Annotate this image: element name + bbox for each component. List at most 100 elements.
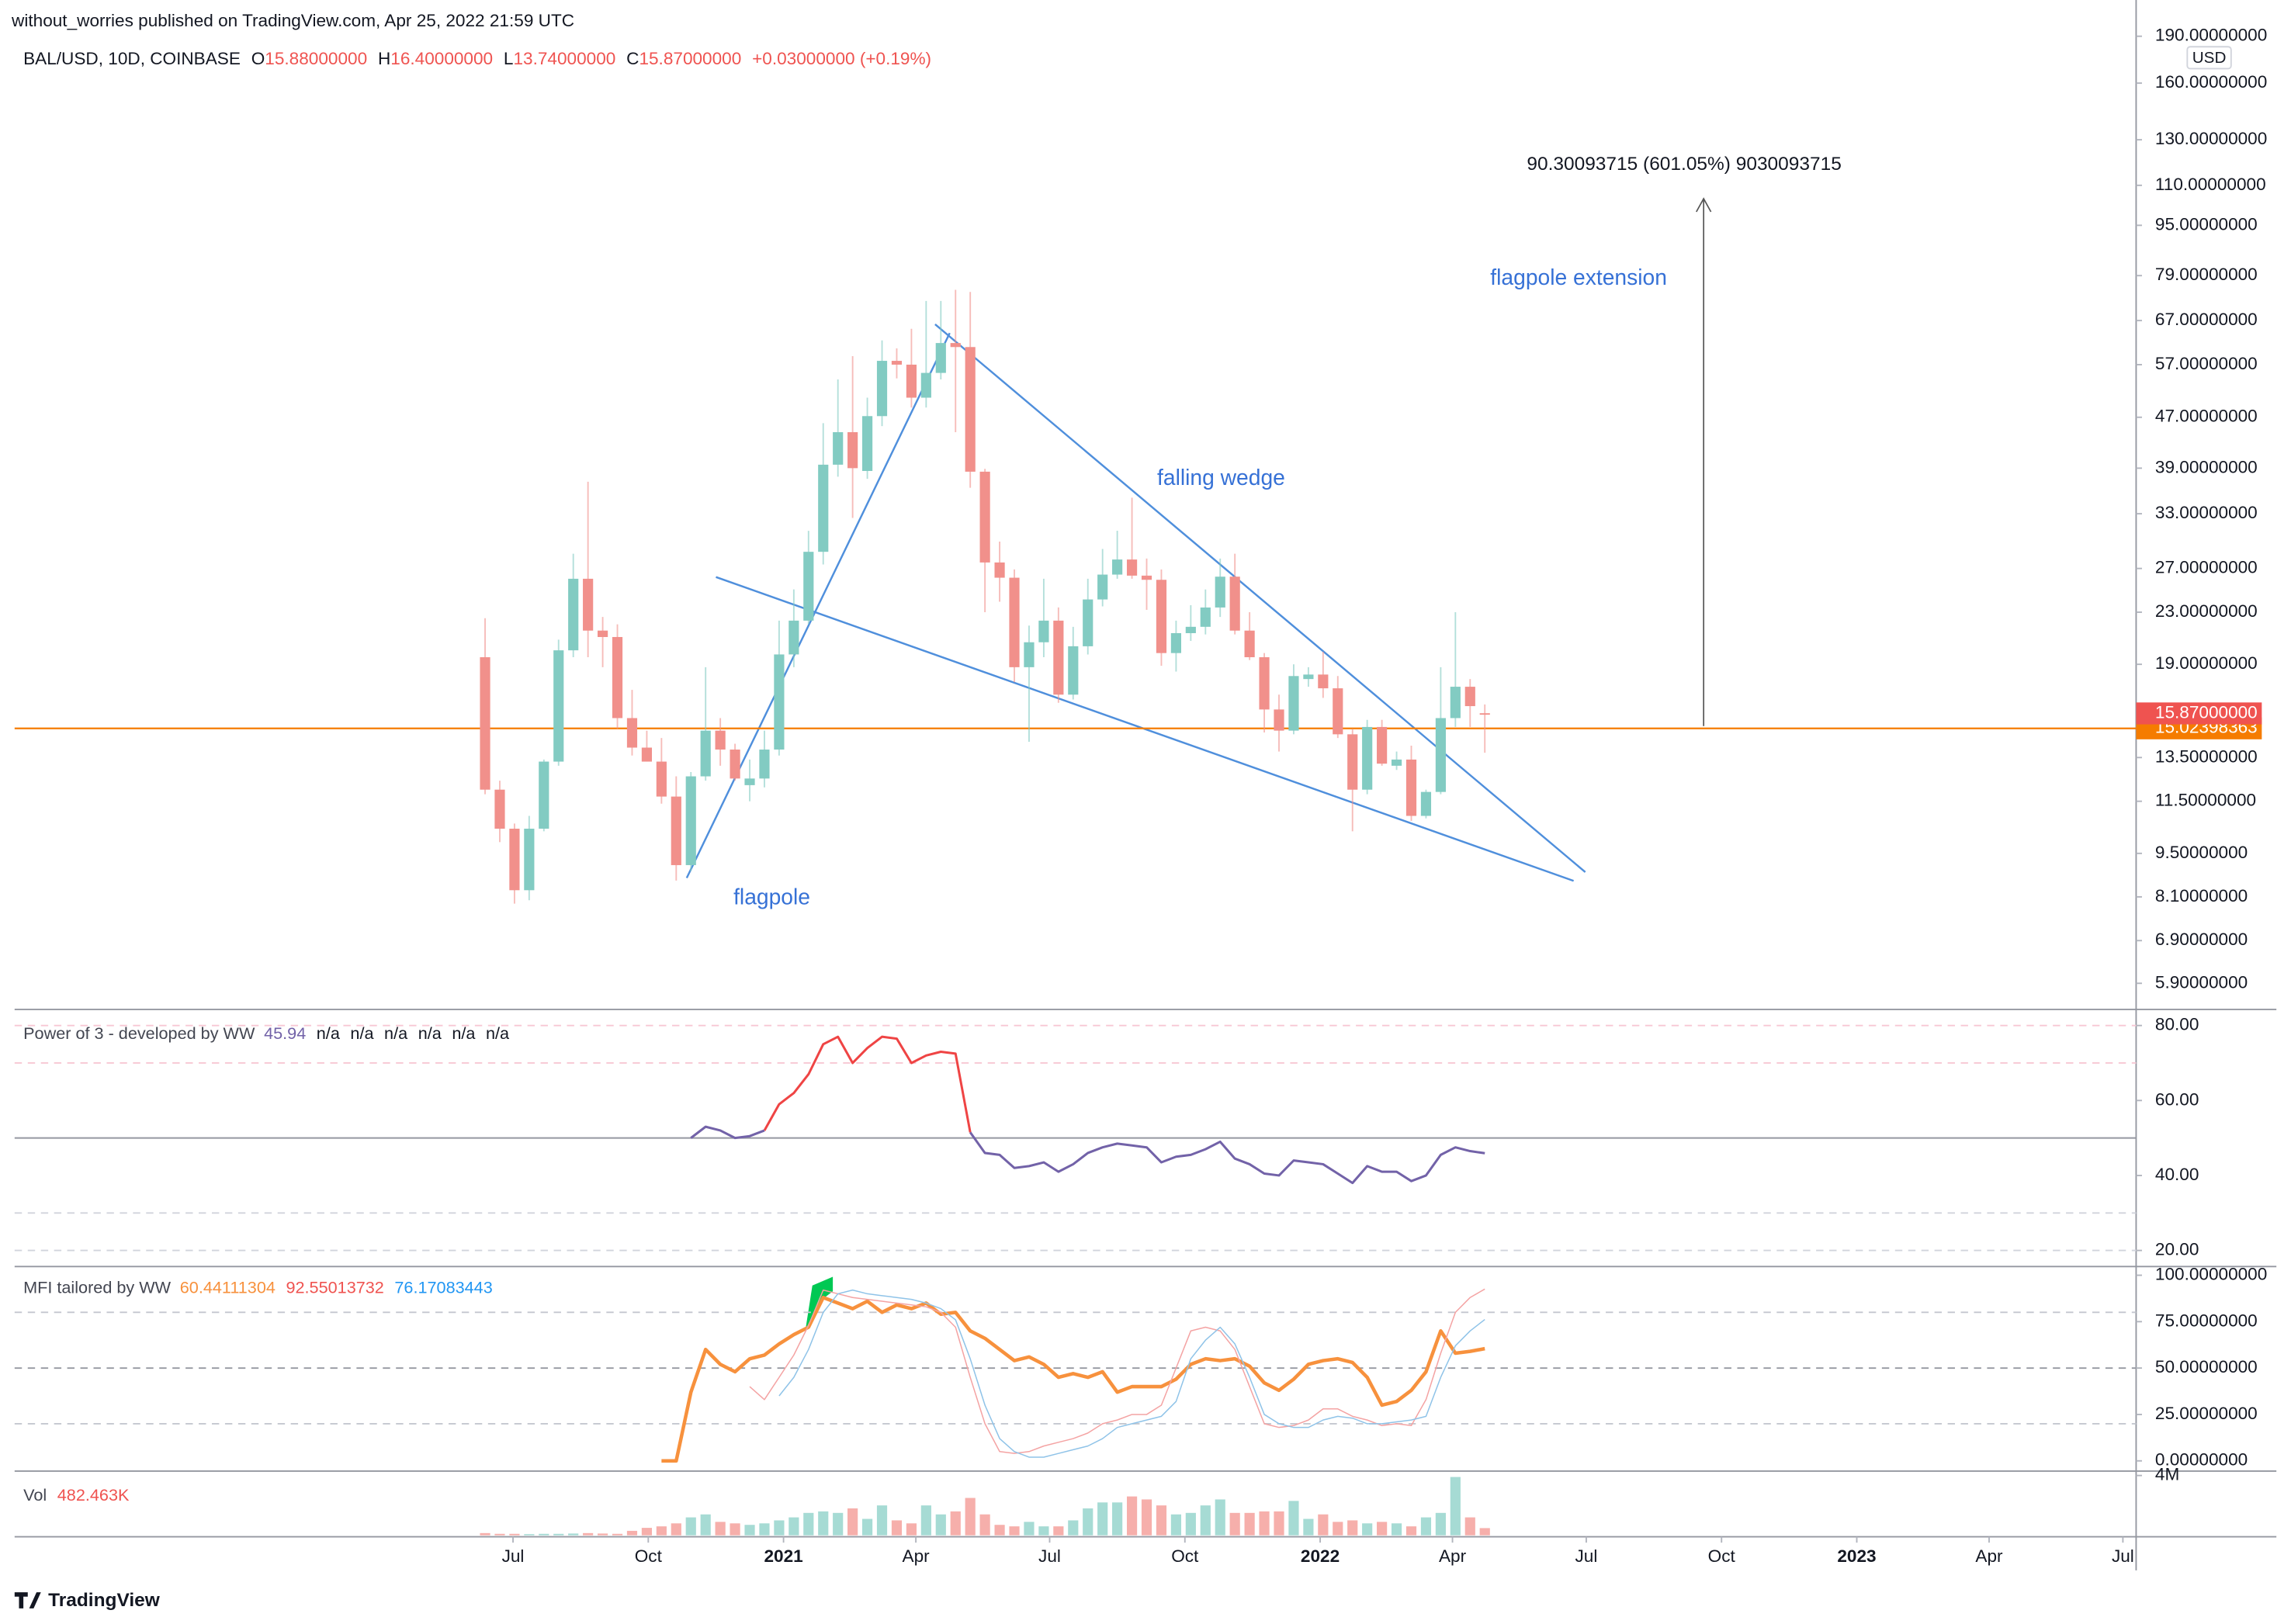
volume-bar [994, 1525, 1005, 1536]
volume-bar [789, 1517, 799, 1536]
drawings [685, 324, 1586, 882]
x-tick-label: Oct [1708, 1546, 1736, 1566]
volume-bar [1244, 1512, 1255, 1536]
candle-body [612, 636, 623, 719]
y-tick-label: 80.00 [2155, 1015, 2199, 1034]
candle-body [568, 578, 579, 651]
volume-bar [1185, 1512, 1196, 1536]
candle-body [1377, 726, 1388, 764]
volume-bar [818, 1511, 829, 1536]
volume-bar [641, 1528, 653, 1536]
volume-bar [744, 1525, 755, 1536]
candle-body [1318, 674, 1329, 689]
candle-body [730, 750, 740, 779]
volume-bar [1126, 1496, 1138, 1536]
x-tick-label: Jul [1575, 1546, 1597, 1566]
x-tick-label: 2022 [1301, 1546, 1340, 1566]
candle-body [994, 562, 1005, 578]
candle-body [920, 372, 931, 398]
candle-body [700, 730, 711, 777]
candle-body [583, 578, 594, 631]
candle-body [891, 361, 903, 365]
candle-body [480, 657, 490, 790]
legend-key: H [378, 49, 390, 68]
volume-bar [1068, 1520, 1079, 1536]
na: n/a [418, 1023, 442, 1043]
volume-bar [1450, 1477, 1461, 1536]
mfi-legend: MFI tailored by WW 60.44111304 92.550137… [23, 1277, 493, 1297]
y-tick-label: 4M [2155, 1465, 2179, 1484]
volume-bar [480, 1532, 490, 1536]
legend-change: +0.03000000 (+0.19%) [752, 49, 931, 68]
indicator-line [690, 1125, 1485, 1185]
y-tick-label: 75.00000000 [2155, 1311, 2258, 1330]
measure-label: 90.30093715 (601.05%) 9030093715 [1527, 154, 1841, 175]
candle-body [876, 361, 888, 417]
volume-bar [671, 1523, 681, 1536]
candle-body [1126, 559, 1138, 576]
volume-bar [935, 1514, 946, 1536]
candle-body [1450, 687, 1461, 719]
volume-bar [1024, 1522, 1035, 1536]
indicator-line [661, 1295, 1485, 1463]
legend-key: L [504, 49, 514, 68]
volume-bar [1288, 1501, 1299, 1536]
volume-bar [1053, 1526, 1064, 1536]
candle-body [833, 431, 844, 465]
candle-body [1170, 632, 1181, 653]
candle-body [818, 464, 829, 552]
volume-bar [1170, 1514, 1181, 1536]
candle-body [1200, 607, 1211, 627]
currency-box [2186, 46, 2232, 70]
candle-body [803, 552, 814, 621]
logo: TradingView [14, 1590, 161, 1611]
na: n/a [486, 1023, 510, 1043]
volume-bar [1347, 1520, 1358, 1536]
candle-body [641, 747, 653, 762]
y-tick-label: 27.00000000 [2155, 558, 2258, 577]
candle-body [1009, 577, 1020, 667]
candle-body [1141, 575, 1152, 580]
candle-body [509, 829, 520, 891]
candle-body [1464, 687, 1475, 707]
volume-bar [626, 1530, 638, 1536]
volume-bar [1435, 1512, 1446, 1536]
volume-bar [1405, 1526, 1417, 1536]
volume-bar [1156, 1505, 1167, 1536]
volume-bar [730, 1523, 740, 1536]
currency: USD [2192, 49, 2227, 67]
volume-bar [656, 1526, 667, 1536]
volume-bar [759, 1523, 770, 1536]
power-title: Power of 3 - developed by WW [23, 1023, 255, 1043]
candle-body [597, 630, 608, 637]
candle-body [1244, 630, 1255, 658]
candle-body [1288, 676, 1299, 731]
candle-body [1024, 642, 1035, 667]
candle-body [1259, 657, 1270, 710]
x-tick-label: Apr [1439, 1546, 1467, 1566]
candle-body [1156, 580, 1167, 653]
candle-body [539, 761, 549, 829]
candle-body [861, 416, 873, 471]
volume-bar [906, 1523, 917, 1536]
y-tick-label: 67.00000000 [2155, 310, 2258, 329]
mfi-value: 92.55013732 [286, 1277, 383, 1297]
candle-body [1479, 713, 1490, 715]
volume-bar [965, 1498, 976, 1536]
volume-bar [891, 1520, 903, 1536]
candle-body [950, 343, 961, 348]
y-tick-label: 39.00000000 [2155, 457, 2258, 476]
power-value: 45.94 [264, 1023, 306, 1043]
na: n/a [384, 1023, 408, 1043]
symbol: BAL/USD, 10D, COINBASE [23, 49, 241, 68]
y-tick-label: 11.50000000 [2155, 791, 2256, 810]
vol-title: Vol [23, 1485, 47, 1505]
volume-bar [715, 1522, 726, 1536]
volume-bar [774, 1520, 785, 1536]
candle-body [1391, 759, 1402, 766]
last-price-label: 15.87000000 [2155, 702, 2258, 722]
volume-bar [1377, 1522, 1388, 1536]
candle-body [1038, 620, 1049, 642]
x-tick-label: Jul [1038, 1546, 1061, 1566]
